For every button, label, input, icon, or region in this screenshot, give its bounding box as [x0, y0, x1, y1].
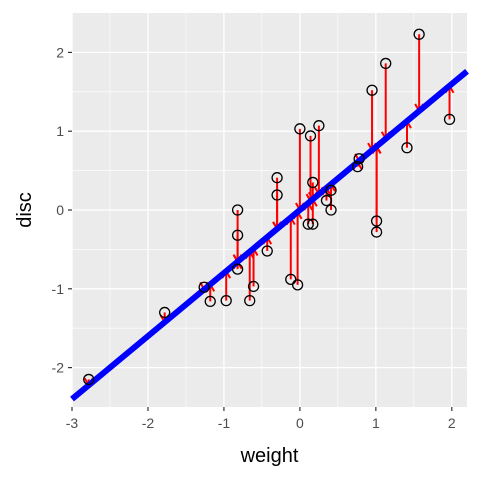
- data-point: [401, 142, 413, 154]
- data-point: [313, 120, 325, 132]
- data-point: [413, 28, 425, 40]
- data-point: [204, 295, 216, 308]
- data-point: [294, 123, 306, 135]
- y-tick-label: 2: [56, 44, 64, 60]
- data-point: [443, 113, 456, 126]
- data-point: [302, 218, 314, 230]
- data-point: [291, 279, 304, 291]
- x-tick-label: 2: [448, 415, 456, 431]
- y-axis-title: disc: [14, 192, 36, 228]
- data-point: [370, 226, 383, 238]
- data-point: [231, 204, 244, 216]
- data-point: [320, 194, 333, 207]
- data-point: [380, 57, 392, 70]
- y-tick-label: -2: [52, 360, 65, 376]
- x-axis-ticks: -3 -2 -1 0 1 2: [66, 407, 456, 431]
- data-point: [231, 263, 244, 275]
- x-tick-label: 0: [296, 415, 304, 431]
- data-point: [307, 176, 319, 189]
- data-point: [353, 153, 365, 165]
- data-point: [307, 218, 319, 230]
- data-point: [198, 281, 210, 293]
- data-point: [83, 373, 95, 386]
- y-tick-label: -1: [52, 281, 65, 297]
- data-point: [220, 294, 232, 307]
- data-point: [370, 215, 383, 227]
- data-point: [271, 172, 283, 184]
- data-point: [244, 294, 256, 307]
- y-tick-label: 0: [56, 202, 64, 218]
- x-tick-label: -1: [218, 415, 231, 431]
- y-tick-label: 1: [56, 123, 64, 139]
- data-point: [366, 84, 378, 96]
- data-point: [304, 130, 317, 142]
- x-tick-label: -2: [142, 415, 155, 431]
- y-axis-ticks: -2 -1 0 1 2: [52, 44, 72, 376]
- data-point: [285, 273, 297, 285]
- data-point: [247, 280, 260, 293]
- data-point: [159, 306, 171, 319]
- data-points: [83, 28, 456, 386]
- data-point: [231, 229, 244, 241]
- x-tick-label: 1: [372, 415, 380, 431]
- data-point: [271, 189, 283, 201]
- regression-line: [70, 69, 469, 402]
- data-point: [261, 245, 273, 257]
- x-axis-title: weight: [240, 445, 299, 467]
- data-point: [351, 161, 364, 173]
- x-tick-label: -3: [66, 415, 79, 431]
- data-point: [325, 204, 337, 216]
- data-point: [325, 184, 337, 196]
